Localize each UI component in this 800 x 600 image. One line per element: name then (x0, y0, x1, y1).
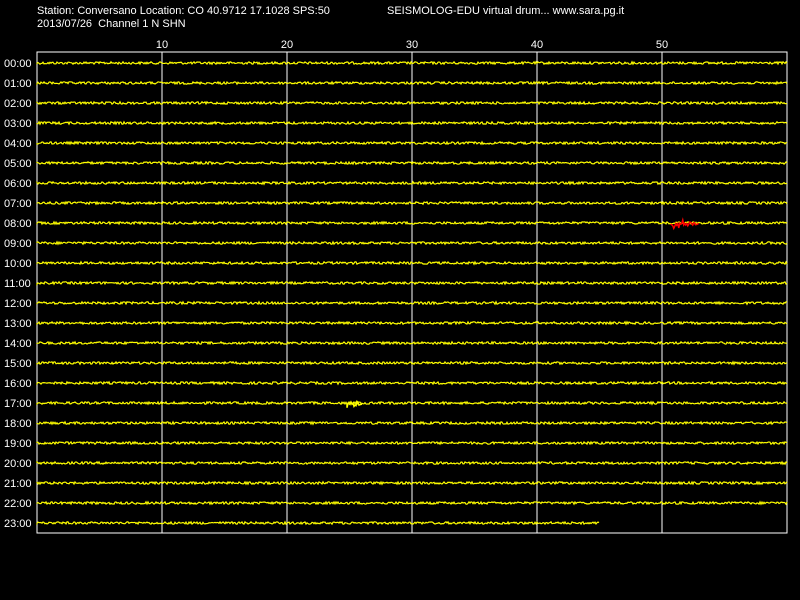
row-label-1600: 16:00 (4, 378, 32, 390)
row-label-1200: 12:00 (4, 298, 32, 310)
row-label-1700: 17:00 (4, 398, 32, 410)
trace-1500 (36, 360, 788, 366)
program-info: SEISMOLOG-EDU virtual drum... www.sara.p… (387, 5, 625, 17)
trace-1300 (36, 320, 788, 326)
x-tick-label-50: 50 (656, 39, 668, 51)
row-label-2100: 21:00 (4, 478, 32, 490)
x-tick-label-20: 20 (281, 39, 293, 51)
row-label-1500: 15:00 (4, 358, 32, 370)
row-label-0600: 06:00 (4, 178, 32, 190)
trace-0000 (36, 60, 788, 66)
trace-0500 (36, 160, 788, 166)
x-tick-label-40: 40 (531, 39, 543, 51)
trace-1400 (36, 340, 788, 346)
trace-1600 (36, 380, 788, 386)
trace-0200 (36, 100, 788, 106)
row-label-1400: 14:00 (4, 338, 32, 350)
trace-0600 (36, 180, 788, 186)
trace-1200 (36, 300, 788, 306)
row-label-1000: 10:00 (4, 258, 32, 270)
x-tick-label-30: 30 (406, 39, 418, 51)
row-label-1900: 19:00 (4, 438, 32, 450)
row-label-0200: 02:00 (4, 98, 32, 110)
event-trace-0800 (670, 217, 700, 231)
trace-1800 (36, 420, 788, 426)
row-label-0000: 00:00 (4, 58, 32, 70)
station-info: Station: Conversano Location: CO 40.9712… (37, 5, 330, 17)
row-label-1100: 11:00 (4, 278, 31, 290)
trace-0100 (36, 80, 788, 86)
row-label-0700: 07:00 (4, 198, 32, 210)
trace-2000 (36, 460, 788, 466)
row-label-0400: 04:00 (4, 138, 32, 150)
row-label-0500: 05:00 (4, 158, 32, 170)
trace-1000 (36, 260, 788, 266)
row-label-2200: 22:00 (4, 498, 32, 510)
row-label-1800: 18:00 (4, 418, 32, 430)
trace-0300 (36, 120, 788, 126)
trace-1900 (36, 440, 788, 446)
row-label-2000: 20:00 (4, 458, 32, 470)
row-label-0800: 08:00 (4, 218, 32, 230)
row-label-2300: 23:00 (4, 518, 32, 530)
trace-1100 (36, 280, 788, 286)
event-trace-1700 (346, 399, 363, 408)
date-channel-info: 2013/07/26 Channel 1 N SHN (37, 18, 186, 30)
trace-2300 (36, 520, 600, 526)
trace-2100 (36, 480, 788, 486)
row-label-1300: 13:00 (4, 318, 32, 330)
row-label-0900: 09:00 (4, 238, 32, 250)
row-label-0100: 01:00 (4, 78, 32, 90)
trace-0900 (36, 240, 788, 246)
trace-1700 (36, 400, 788, 406)
trace-0400 (36, 140, 788, 146)
row-label-0300: 03:00 (4, 118, 32, 130)
trace-0700 (36, 200, 788, 206)
trace-0800 (36, 220, 788, 226)
x-tick-label-10: 10 (156, 39, 168, 51)
trace-2200 (36, 500, 788, 506)
